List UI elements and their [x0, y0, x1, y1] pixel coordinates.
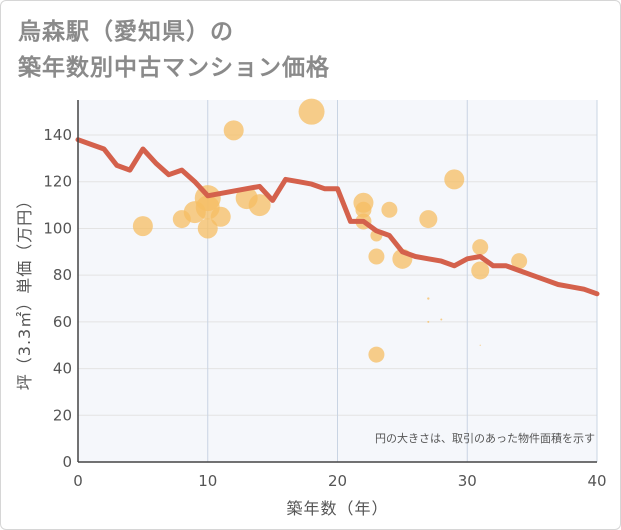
bubble — [471, 261, 490, 280]
bubble — [427, 297, 430, 300]
y-tick-label: 120 — [43, 173, 72, 191]
x-tick-label: 0 — [73, 472, 83, 490]
y-tick-label: 80 — [53, 266, 72, 284]
y-tick-label: 0 — [62, 453, 72, 471]
x-axis-label: 築年数（年） — [286, 499, 388, 518]
bubble — [197, 218, 218, 239]
y-tick-label: 40 — [53, 360, 72, 378]
bubble — [355, 201, 372, 218]
y-axis-label: 坪（3.3㎡）単価（万円） — [15, 192, 34, 390]
y-tick-label: 140 — [43, 126, 72, 144]
x-tick-label: 20 — [328, 472, 347, 490]
bubble — [298, 98, 325, 125]
axes — [77, 100, 597, 463]
bubble — [472, 239, 489, 256]
bubble — [427, 320, 430, 323]
title-line-2: 築年数別中古マンション価格 — [18, 55, 330, 81]
bubble — [368, 248, 385, 265]
bubble — [444, 169, 465, 190]
bubble — [132, 216, 153, 237]
x-tick-label: 10 — [198, 472, 217, 490]
bubble — [248, 194, 271, 217]
x-tick-label: 40 — [587, 472, 606, 490]
page-title: 烏森駅（愛知県）の 築年数別中古マンション価格 — [18, 14, 330, 86]
trend-line — [75, 137, 600, 297]
bubble — [511, 253, 528, 270]
bubble — [381, 201, 398, 218]
y-tick-label: 20 — [53, 406, 72, 424]
bubble — [419, 210, 438, 229]
bubble — [440, 318, 443, 321]
bubble — [479, 344, 481, 346]
bubble — [223, 120, 244, 141]
bubble — [368, 346, 385, 363]
bubble — [210, 206, 231, 227]
x-tick-label: 30 — [458, 472, 477, 490]
title-line-1: 烏森駅（愛知県）の — [18, 19, 234, 45]
y-tick-label: 100 — [43, 219, 72, 237]
tick-labels: 0 20 40 60 80 100 120 140 0 10 20 30 40 — [43, 126, 606, 490]
y-tick-label: 60 — [53, 313, 72, 331]
bubble-size-note: 円の大きさは、取引のあった物件面積を示す — [375, 431, 595, 445]
